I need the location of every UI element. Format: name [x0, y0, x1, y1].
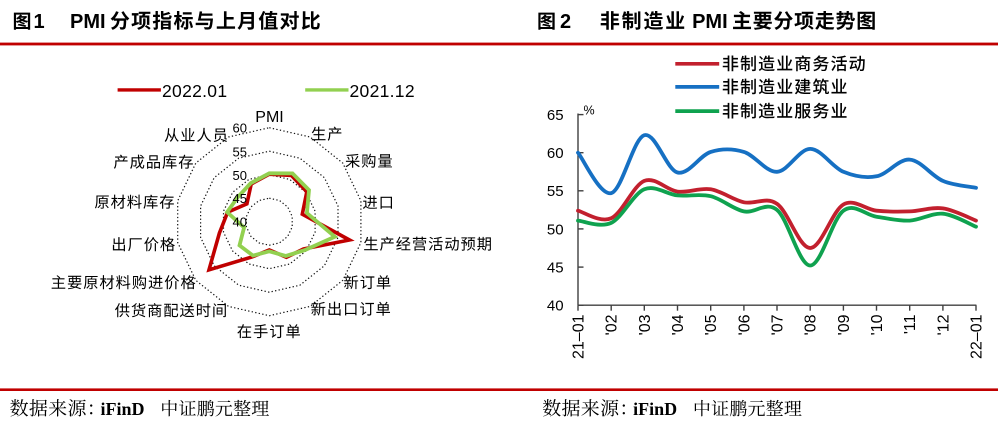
svg-text:22–01: 22–01 — [969, 314, 986, 359]
svg-text:55: 55 — [547, 183, 564, 200]
svg-text:2021.12: 2021.12 — [350, 81, 415, 101]
svg-text:'03: '03 — [637, 314, 654, 335]
svg-text:iFinD: iFinD — [101, 399, 145, 419]
svg-text:2: 2 — [560, 11, 571, 33]
svg-text:'12: '12 — [935, 314, 952, 335]
svg-text:60: 60 — [233, 121, 247, 136]
svg-text:'06: '06 — [736, 314, 753, 335]
svg-text:50: 50 — [233, 168, 247, 183]
svg-text:'05: '05 — [703, 314, 720, 335]
svg-text:45: 45 — [547, 259, 564, 276]
svg-text:65: 65 — [547, 107, 564, 124]
svg-text:PMI: PMI — [692, 11, 728, 33]
svg-text:'09: '09 — [836, 314, 853, 335]
svg-text:21–01: 21–01 — [571, 314, 588, 359]
svg-text:60: 60 — [547, 145, 564, 162]
svg-text:40: 40 — [233, 214, 247, 229]
svg-text:55: 55 — [233, 145, 247, 160]
svg-text:1: 1 — [34, 11, 45, 33]
svg-text:'02: '02 — [604, 314, 621, 335]
svg-text:%: % — [584, 104, 595, 118]
svg-text:45: 45 — [233, 191, 247, 206]
svg-text:PMI: PMI — [255, 109, 283, 126]
svg-text:'11: '11 — [902, 314, 919, 334]
svg-text:iFinD: iFinD — [633, 399, 677, 419]
svg-text:'08: '08 — [803, 314, 820, 335]
svg-text:2022.01: 2022.01 — [162, 81, 227, 101]
svg-text:40: 40 — [547, 298, 564, 315]
svg-text:'07: '07 — [770, 314, 787, 335]
svg-text:PMI: PMI — [70, 11, 106, 33]
svg-text:50: 50 — [547, 221, 564, 238]
svg-text:'10: '10 — [869, 314, 886, 335]
svg-text:'04: '04 — [670, 314, 687, 335]
